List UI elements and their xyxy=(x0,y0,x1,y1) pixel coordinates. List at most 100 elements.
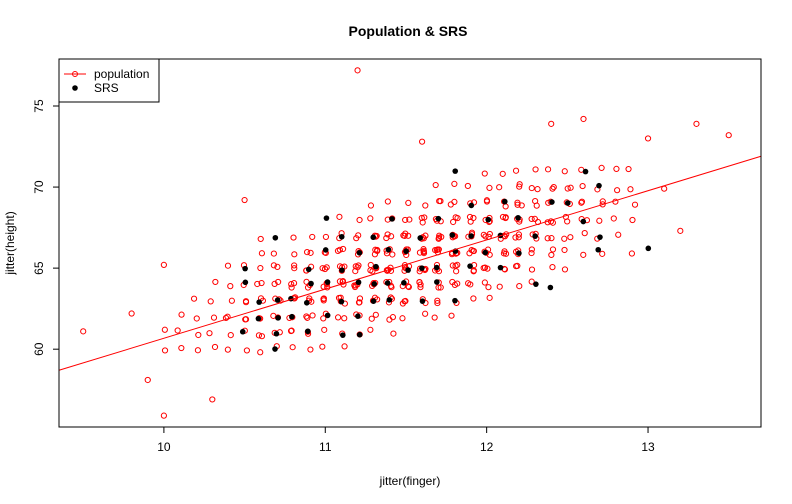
population-point xyxy=(502,203,509,210)
population-point xyxy=(564,185,571,192)
y-axis-label: jitter(height) xyxy=(3,211,17,275)
srs-point xyxy=(255,315,262,322)
srs-point xyxy=(485,216,492,223)
population-point xyxy=(405,283,412,291)
population-point xyxy=(528,215,535,223)
population-point xyxy=(287,327,295,335)
population-point xyxy=(625,165,632,173)
population-point xyxy=(516,282,523,290)
population-point xyxy=(515,231,523,238)
population-point xyxy=(416,249,424,256)
population-point xyxy=(514,262,521,269)
srs-point xyxy=(452,168,459,174)
legend: population SRS xyxy=(58,58,160,103)
population-point xyxy=(211,343,219,351)
population-point xyxy=(518,202,525,209)
population-point xyxy=(257,235,264,243)
population-point xyxy=(449,278,456,286)
population-point xyxy=(561,246,568,254)
population-point xyxy=(644,135,652,142)
srs-point xyxy=(305,328,311,335)
population-point xyxy=(464,182,471,190)
srs-point xyxy=(239,328,246,335)
population-point xyxy=(291,262,298,269)
population-point xyxy=(528,246,535,253)
population-point xyxy=(419,219,426,226)
population-point xyxy=(725,132,732,139)
population-point xyxy=(320,297,327,304)
y-tick-label: 75 xyxy=(32,99,46,113)
population-point xyxy=(290,280,298,287)
population-point xyxy=(516,183,523,190)
population-point xyxy=(467,218,474,225)
srs-point xyxy=(305,266,312,273)
srs-point xyxy=(242,265,248,272)
population-point xyxy=(437,284,444,291)
population-point xyxy=(242,299,250,306)
srs-point xyxy=(356,249,363,256)
population-point xyxy=(270,262,277,269)
population-point xyxy=(307,346,314,353)
population-point xyxy=(548,235,555,242)
population-point xyxy=(484,246,492,253)
population-point xyxy=(190,295,198,302)
population-point xyxy=(228,297,235,304)
population-point xyxy=(677,227,684,234)
srs-point xyxy=(482,249,489,256)
population-point xyxy=(599,250,606,257)
srs-point xyxy=(596,182,602,189)
population-point xyxy=(322,233,330,241)
srs-point xyxy=(595,246,602,253)
population-point xyxy=(321,265,329,273)
population-point xyxy=(128,310,135,317)
srs-point xyxy=(515,214,521,221)
population-point xyxy=(470,267,477,274)
population-point xyxy=(351,282,358,289)
population-point xyxy=(193,315,200,322)
srs-point xyxy=(323,215,330,221)
population-point xyxy=(550,183,557,191)
population-point xyxy=(516,181,523,188)
srs-point xyxy=(419,298,426,304)
population-point xyxy=(160,261,167,268)
x-tick-label: 10 xyxy=(157,440,171,454)
population-point xyxy=(422,232,429,239)
population-point xyxy=(354,264,361,271)
population-point xyxy=(528,278,535,285)
population-point xyxy=(258,250,266,257)
srs-point xyxy=(549,199,555,205)
population-point xyxy=(372,311,379,318)
population-point xyxy=(227,331,234,339)
srs-point xyxy=(242,279,249,286)
population-point xyxy=(257,349,264,356)
population-point xyxy=(628,250,635,257)
population-point xyxy=(512,167,520,174)
population-point xyxy=(561,168,568,175)
population-point xyxy=(420,250,428,257)
population-point xyxy=(307,249,314,256)
population-point xyxy=(661,185,668,192)
population-point xyxy=(323,264,330,271)
population-point xyxy=(528,266,536,273)
population-point xyxy=(354,67,361,74)
srs-point xyxy=(564,200,571,206)
population-point xyxy=(467,281,474,288)
population-point xyxy=(418,214,425,222)
population-point xyxy=(242,316,249,323)
srs-point xyxy=(405,267,411,273)
population-point xyxy=(222,314,230,322)
srs-point xyxy=(355,313,361,319)
regression-line xyxy=(58,155,762,371)
population-point xyxy=(486,184,493,192)
srs-point xyxy=(435,215,442,222)
srs-point xyxy=(370,298,377,304)
population-point xyxy=(420,246,427,253)
population-point xyxy=(304,314,311,321)
population-point xyxy=(496,184,503,191)
legend-srs-marker xyxy=(72,85,78,91)
population-point xyxy=(367,215,374,222)
srs-point xyxy=(580,218,587,225)
population-point xyxy=(258,279,265,287)
population-point xyxy=(254,280,261,288)
population-point xyxy=(368,315,375,322)
